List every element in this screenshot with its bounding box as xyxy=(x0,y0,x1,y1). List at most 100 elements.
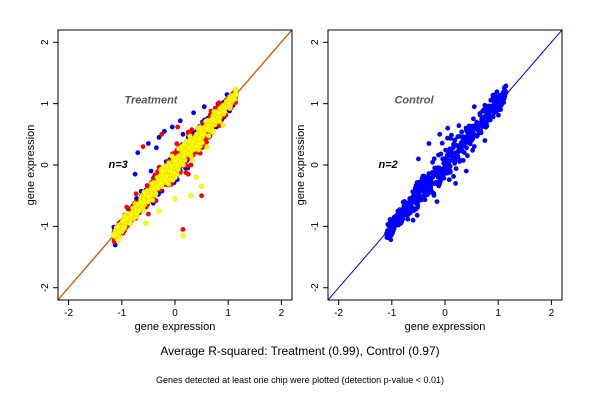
panel-2-point xyxy=(457,148,462,154)
panel-2-point xyxy=(471,116,476,122)
panel-2-x-axis-label: gene expression xyxy=(405,321,486,333)
panel-1-point xyxy=(232,96,238,102)
panel-2-point xyxy=(442,165,447,170)
panel-2-point xyxy=(455,154,461,159)
panel-2-point xyxy=(469,127,475,133)
panel-2-point xyxy=(463,140,468,145)
panel-2-x-tick-label: 0 xyxy=(442,308,448,319)
panel-1-point xyxy=(206,133,212,139)
panel-1-point xyxy=(199,193,205,199)
panel-2-point xyxy=(436,165,442,171)
panel-1-point xyxy=(233,91,239,97)
caption-main: Average R-squared: Treatment (0.99), Con… xyxy=(160,344,440,358)
panel-1-point xyxy=(196,140,202,147)
panel-2-point xyxy=(456,123,462,129)
panel-2-point xyxy=(457,159,462,164)
panel-2-point xyxy=(427,184,433,190)
panel-2-point xyxy=(431,156,437,162)
panel-2-x-tick-label: 2 xyxy=(549,308,555,319)
panel-2-point xyxy=(480,124,486,129)
panel-2-point xyxy=(451,174,456,179)
panel-1-x-tick-label: 2 xyxy=(279,308,285,319)
panel-2-annotation: n=2 xyxy=(379,159,398,171)
panel-1-point xyxy=(134,196,140,201)
panel-2-point xyxy=(410,189,416,195)
panel-2-point xyxy=(478,130,484,136)
panel-2-point xyxy=(426,141,432,146)
panel-2-point xyxy=(414,201,420,206)
panel-1-y-tick-label: 1 xyxy=(40,100,51,106)
panel-2-point xyxy=(501,95,507,101)
panel-1-y-tick-label: -2 xyxy=(40,283,51,292)
panel-1-x-tick-label: -2 xyxy=(64,308,73,319)
panel-2-point xyxy=(432,170,438,176)
panel-1-point xyxy=(172,196,178,202)
panel-1-point xyxy=(154,145,159,151)
panel-1-x-axis-label: gene expression xyxy=(135,321,216,333)
panel-1-point xyxy=(136,207,142,213)
panel-1-point xyxy=(174,163,180,169)
panel-1-point xyxy=(186,145,192,151)
panel-1-point xyxy=(178,159,184,165)
panel-1-point xyxy=(135,150,141,156)
panel-2-point xyxy=(447,163,453,169)
panel-2-point xyxy=(464,127,469,133)
panel-1-point xyxy=(216,118,222,124)
panel-1-point xyxy=(146,211,151,217)
panel-2-point xyxy=(421,184,427,190)
panel-1-point xyxy=(193,174,199,180)
panel-2-point xyxy=(493,98,498,104)
panel-2-point xyxy=(449,154,455,160)
panel-1-point xyxy=(163,173,170,179)
panel-1-point xyxy=(197,125,203,132)
panel-1-point xyxy=(181,154,187,160)
panel-1-point xyxy=(159,131,165,137)
panel-2-point xyxy=(496,112,501,118)
panel-2-point xyxy=(482,102,488,108)
panel-2-point xyxy=(431,193,437,198)
panel-2-point xyxy=(470,147,475,153)
panel-2-point xyxy=(463,168,469,174)
panel-2-point xyxy=(387,224,392,230)
panel-2-point xyxy=(453,181,458,186)
panel-1-x-tick-label: 1 xyxy=(225,308,231,319)
panel-2-y-tick-label: 2 xyxy=(310,39,321,45)
panel-1-point xyxy=(156,208,162,214)
panel-1-point xyxy=(140,144,146,150)
panel-1-point xyxy=(175,154,181,160)
panel-2-point xyxy=(413,183,419,188)
panel-1-point xyxy=(188,193,194,199)
panel-1-point xyxy=(145,194,152,200)
panel-1-point xyxy=(140,196,146,202)
panel-1-point xyxy=(145,183,150,189)
panel-2-point xyxy=(482,109,488,114)
panel-2-point xyxy=(437,173,443,179)
panel-2: -2 -1 0 1 2 -2 -1 0 1 2 gene expression gene expres… xyxy=(295,29,563,333)
panel-2-point xyxy=(410,217,416,223)
panel-1-point xyxy=(169,124,175,130)
panel-1-point xyxy=(168,168,174,175)
panel-1-series-3 xyxy=(111,86,239,243)
panel-1-y-axis-label: gene expression xyxy=(25,125,37,206)
panel-2-point xyxy=(426,171,432,177)
panel-1-point xyxy=(132,171,138,177)
panel-2-point xyxy=(399,218,405,224)
panel-1-point xyxy=(185,171,191,177)
panel-2-y-tick-label: 0 xyxy=(310,162,321,168)
panel-2-point xyxy=(502,89,508,95)
panel-1-point xyxy=(156,135,162,140)
panel-2-point xyxy=(475,133,480,138)
panel-2-point xyxy=(471,104,477,110)
panel-1-point xyxy=(180,131,186,137)
panel-1-point xyxy=(133,191,139,197)
panel-1-point xyxy=(168,176,174,183)
panel-1-point xyxy=(205,125,212,132)
panel-2-point xyxy=(452,138,458,143)
panel-2-point xyxy=(437,131,443,137)
panel-1-point xyxy=(189,157,195,163)
panel-2-point xyxy=(423,178,429,184)
panel-2-point xyxy=(453,166,459,172)
panel-1-point xyxy=(204,144,210,150)
panel-2-point xyxy=(490,114,496,120)
